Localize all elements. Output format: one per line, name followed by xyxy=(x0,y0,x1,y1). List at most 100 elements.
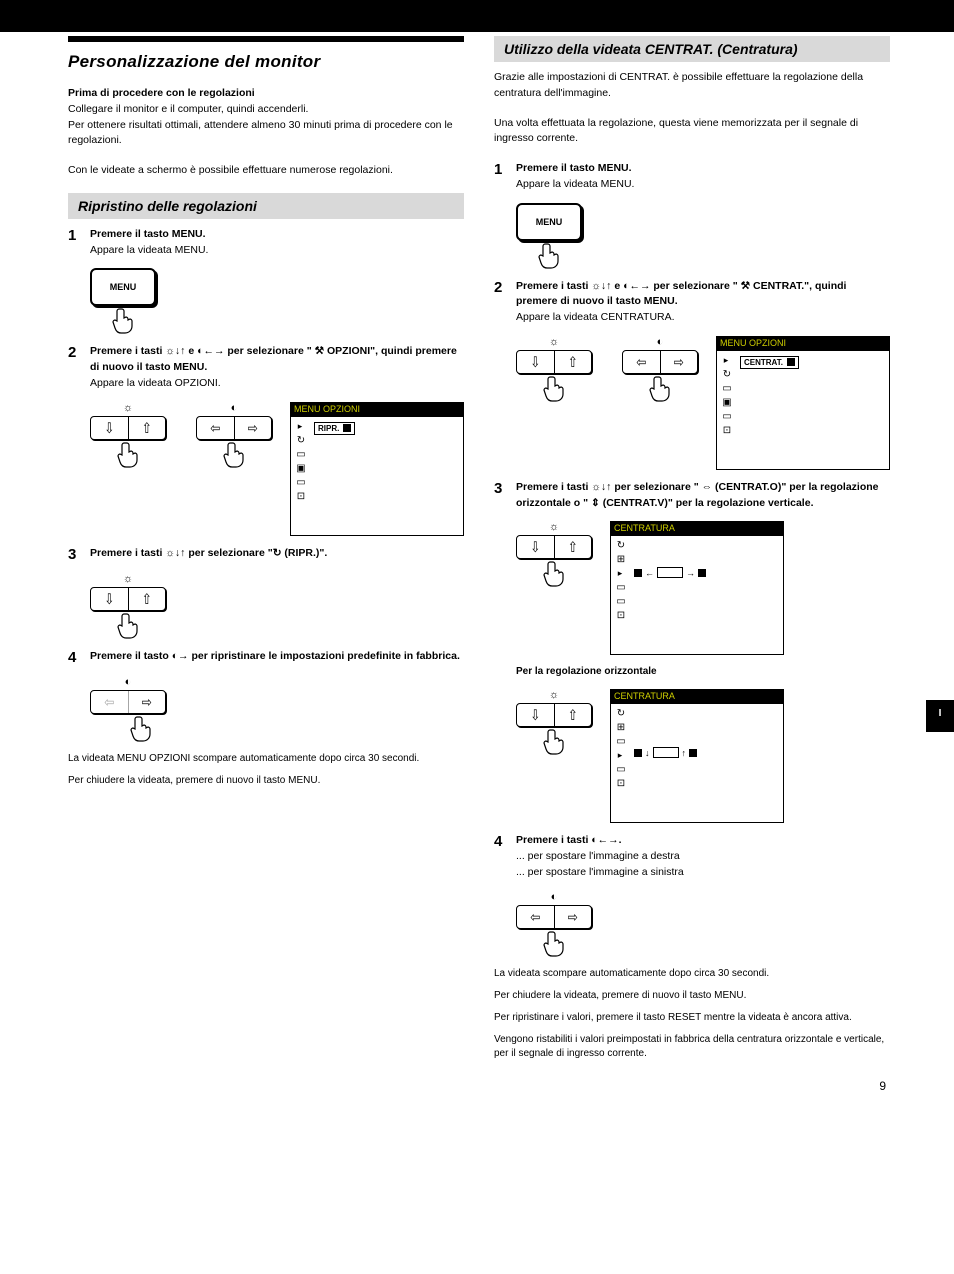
right-glyph: ⇨ xyxy=(674,353,684,370)
step-number: 2 xyxy=(494,279,516,326)
center-icon: ⊞ xyxy=(617,554,625,565)
right-intro2: Una volta effettuata la regolazione, que… xyxy=(494,116,890,148)
lang-tab-label: I xyxy=(926,700,954,719)
lock-icon: ⊡ xyxy=(617,778,625,789)
r-note3: Per ripristinare i valori, premere il ta… xyxy=(494,1011,890,1025)
hand-icon xyxy=(117,613,139,639)
page-number: 9 xyxy=(0,1069,954,1093)
dual-button: ⇩ ⇧ xyxy=(516,703,592,727)
toolbox-icon: ⚒ xyxy=(741,280,750,292)
section-title: Personalizzazione del monitor xyxy=(68,52,464,72)
v-center-icon: ⇕ xyxy=(591,497,600,509)
left-glyph: ⇦ xyxy=(636,353,646,370)
step-number: 3 xyxy=(68,546,90,563)
r-step1-bold: Premere il tasto MENU. xyxy=(516,162,632,174)
hand-icon xyxy=(649,376,671,402)
screen2-icon: ▭ xyxy=(722,411,731,422)
up-glyph: ⇧ xyxy=(568,539,578,556)
right-column: Utilizzo della videata CENTRAT. (Centrat… xyxy=(494,36,890,1069)
down-glyph: ⇩ xyxy=(530,353,540,370)
step3-text: Premere i tasti ☼↓↑ per selezionare "↻ (… xyxy=(90,547,327,559)
osd-icon-column: ↻ ⊞ ▭ ▸ ▭ ⊡ xyxy=(614,708,628,819)
osd-title: MENU OPZIONI xyxy=(720,338,786,350)
r-note2: Per chiudere la videata, premere di nuov… xyxy=(494,989,890,1003)
step-number: 3 xyxy=(494,480,516,512)
screen-icon: ▭ xyxy=(616,596,625,607)
down-glyph: ⇩ xyxy=(104,419,114,436)
v-icon: ▭ xyxy=(616,582,625,593)
down-glyph: ⇩ xyxy=(530,539,540,556)
step-3: 3 Premere i tasti ☼↓↑ per selezionare "↻… xyxy=(68,546,464,563)
up-glyph: ⇧ xyxy=(568,353,578,370)
step-number: 4 xyxy=(68,649,90,666)
step4-text: Premere il tasto ◐→ per ripristinare le … xyxy=(90,650,460,662)
h-center-icon: ⇔ xyxy=(702,481,713,493)
lock-icon: ⊡ xyxy=(723,425,731,436)
step-2: 2 Premere i tasti ☼↓↑ e ◐←→ per selezion… xyxy=(68,344,464,391)
contrast-icon: ◐ xyxy=(125,676,132,688)
contrast-icon: ◐ xyxy=(657,336,664,348)
osd-item-ripr: RIPR. xyxy=(318,424,339,433)
toolbox-icon: ⚒ xyxy=(315,345,324,357)
step1-bold: Premere il tasto MENU. xyxy=(90,228,206,240)
osd-v-bar: ↓ ↑ xyxy=(634,747,697,758)
sun-icon: ☼ xyxy=(549,521,559,533)
osd2-title: CENTRATURA xyxy=(614,691,675,703)
lock-icon: ⊡ xyxy=(617,610,625,621)
screen-icon: ▭ xyxy=(722,383,731,394)
dual-button: ⇩ ⇧ xyxy=(90,416,166,440)
reset-icon: ↻ xyxy=(617,540,625,551)
up-glyph: ⇧ xyxy=(568,707,578,724)
osd-centratura-h: CENTRATURA ↻ ⊞ ▸ ▭ ▭ ⊡ xyxy=(610,521,784,655)
osd-menu-box: MENU OPZIONI ▸ ↻ ▭ ▣ ▭ ⊡ CENTRAT. xyxy=(716,336,890,470)
step4-figure: ◐ ⇦ ⇨ xyxy=(90,676,464,742)
right-glyph: ⇨ xyxy=(568,908,578,925)
r-step-4: 4 Premere i tasti ◐←→. ... per spostare … xyxy=(494,833,890,880)
hand-icon xyxy=(538,243,560,269)
osd-menu-box: MENU OPZIONI ▸ ↻ ▭ ▣ ▭ ⊡ RIPR. xyxy=(290,402,464,536)
sun-icon: ☼ xyxy=(123,573,133,585)
hand-icon xyxy=(117,442,139,468)
osd-icon-column: ▸ ↻ ▭ ▣ ▭ ⊡ xyxy=(294,421,308,532)
step2-figure: ☼ ⇩ ⇧ ◐ ⇦ ⇨ xyxy=(90,402,464,536)
r-note4: Vengono ristabiliti i valori preimpostat… xyxy=(494,1033,890,1061)
r-step-1: 1 Premere il tasto MENU. Appare la videa… xyxy=(494,161,890,193)
hand-icon xyxy=(543,729,565,755)
h-icon: ▭ xyxy=(616,736,625,747)
dual-button: ⇦ ⇨ xyxy=(622,350,698,374)
hand-icon xyxy=(223,442,245,468)
osd2-title: CENTRATURA xyxy=(614,523,675,535)
screen-icon: ▭ xyxy=(296,449,305,460)
step-number: 4 xyxy=(494,833,516,880)
osd-h-bar: ← → xyxy=(634,567,706,578)
left-glyph: ⇦ xyxy=(530,908,540,925)
menu-button-label: MENU xyxy=(110,282,137,292)
step-4: 4 Premere il tasto ◐→ per ripristinare l… xyxy=(68,649,464,666)
contrast-icon: ◐ xyxy=(231,402,238,414)
down-glyph: ⇩ xyxy=(530,707,540,724)
black-header-bar xyxy=(0,0,954,32)
left-column: Personalizzazione del monitor Prima di p… xyxy=(68,36,464,1069)
intro-line3: Per ottenere risultati ottimali, attende… xyxy=(68,119,453,147)
left-glyph: ⇦ xyxy=(210,419,220,436)
grey-heading-left: Ripristino delle regolazioni xyxy=(68,193,464,219)
hand-icon xyxy=(130,716,152,742)
intro-paragraph: Prima di procedere con le regolazioni Co… xyxy=(68,86,464,149)
dual-button: ⇩ ⇧ xyxy=(516,535,592,559)
r-step-3: 3 Premere i tasti ☼↓↑ per selezionare " … xyxy=(494,480,890,512)
pointer-icon: ▸ xyxy=(298,421,303,432)
up-glyph: ⇧ xyxy=(142,419,152,436)
contrast-icon: ◐ xyxy=(551,891,558,903)
r-step3-figure: ☼ ⇩ ⇧ CENTRATURA ↻ ⊞ ▸ xyxy=(516,521,890,655)
hand-icon xyxy=(543,561,565,587)
r-step2-figure: ☼ ⇩ ⇧ ◐ ⇦ ⇨ xyxy=(516,336,890,470)
step1-text: Appare la videata MENU. xyxy=(90,244,208,256)
pointer-icon: ▸ xyxy=(724,355,729,366)
language-tab: I xyxy=(926,700,954,732)
screen2-icon: ▭ xyxy=(296,477,305,488)
r-step3-text: Premere i tasti ☼↓↑ per selezionare " ⇔ … xyxy=(516,481,879,509)
step-number: 1 xyxy=(494,161,516,193)
dual-button: ⇩ ⇧ xyxy=(90,587,166,611)
intro-bold: Prima di procedere con le regolazioni xyxy=(68,87,255,99)
sun-icon: ☼ xyxy=(123,402,133,414)
